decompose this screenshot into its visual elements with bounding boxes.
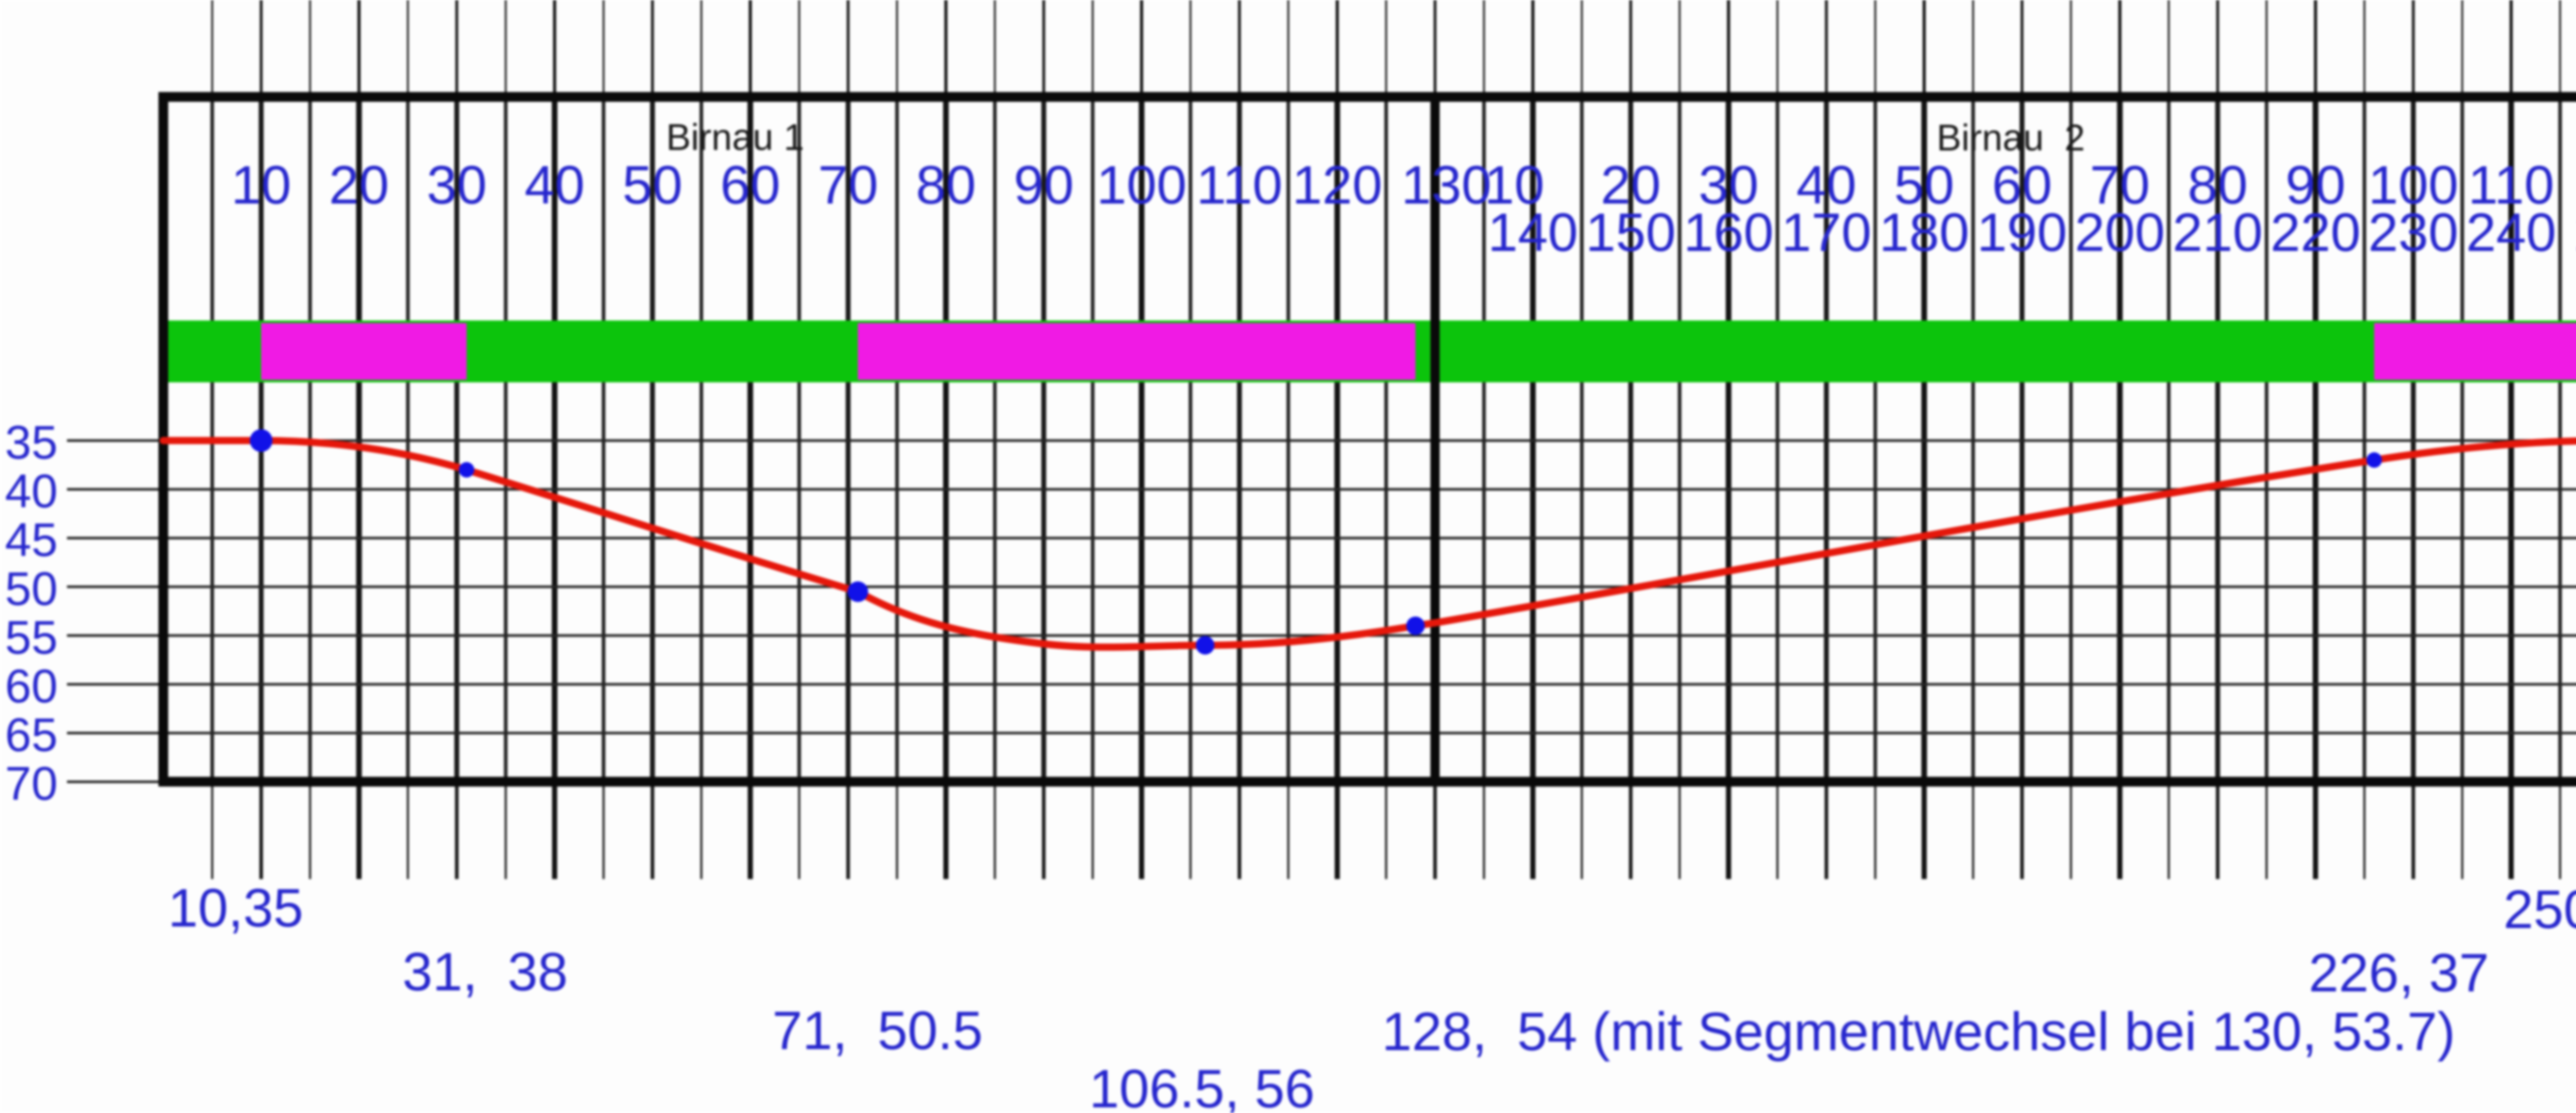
svg-text:50: 50: [1894, 155, 1954, 215]
svg-text:80: 80: [916, 155, 976, 215]
svg-text:45: 45: [5, 514, 58, 566]
svg-text:60: 60: [1992, 155, 2052, 215]
svg-text:170: 170: [1781, 203, 1871, 263]
svg-text:150: 150: [1586, 203, 1676, 263]
svg-text:70: 70: [818, 155, 878, 215]
svg-text:120: 120: [2574, 155, 2576, 215]
svg-text:31, 38: 31, 38: [402, 942, 568, 1002]
svg-text:60: 60: [5, 660, 58, 713]
svg-text:10,35: 10,35: [168, 878, 303, 938]
svg-text:90: 90: [2285, 155, 2346, 215]
svg-text:20: 20: [329, 155, 389, 215]
svg-text:190: 190: [1977, 203, 2067, 263]
svg-text:226, 37: 226, 37: [2309, 943, 2489, 1003]
svg-text:200: 200: [2075, 203, 2165, 263]
svg-text:140: 140: [1488, 203, 1578, 263]
svg-text:130: 130: [1401, 155, 1492, 215]
svg-text:71, 50.5: 71, 50.5: [772, 1001, 983, 1061]
svg-text:20: 20: [1601, 155, 1661, 215]
svg-text:100: 100: [2368, 155, 2459, 215]
svg-text:40: 40: [5, 465, 58, 518]
svg-text:35: 35: [5, 416, 58, 469]
svg-text:210: 210: [2173, 203, 2263, 263]
svg-text:128, 54 (mit Segmentwechsel b: 128, 54 (mit Segmentwechsel bei 130, 53.…: [1382, 1002, 2455, 1062]
svg-text:230: 230: [2368, 203, 2459, 263]
svg-text:60: 60: [720, 155, 781, 215]
svg-text:70: 70: [5, 757, 58, 810]
svg-text:40: 40: [1797, 155, 1857, 215]
svg-text:40: 40: [524, 155, 585, 215]
svg-text:160: 160: [1683, 203, 1773, 263]
svg-text:180: 180: [1879, 203, 1969, 263]
svg-text:250, 35: 250, 35: [2503, 880, 2576, 940]
svg-text:220: 220: [2270, 203, 2361, 263]
svg-text:70: 70: [2090, 155, 2150, 215]
svg-text:90: 90: [1014, 155, 1074, 215]
svg-text:110: 110: [2468, 155, 2554, 215]
svg-text:10: 10: [1484, 155, 1545, 215]
svg-text:80: 80: [2188, 155, 2248, 215]
svg-text:106.5, 56: 106.5, 56: [1089, 1059, 1315, 1113]
svg-text:240: 240: [2466, 203, 2556, 263]
svg-text:30: 30: [427, 155, 487, 215]
svg-text:120: 120: [1292, 155, 1382, 215]
svg-text:10: 10: [231, 155, 292, 215]
svg-text:50: 50: [5, 563, 58, 615]
svg-text:65: 65: [5, 709, 58, 762]
svg-text:55: 55: [5, 611, 58, 664]
svg-text:250: 250: [2574, 203, 2576, 263]
svg-text:100: 100: [1096, 155, 1187, 215]
svg-text:Birnau 1: Birnau 1: [666, 117, 804, 158]
svg-text:110: 110: [1196, 155, 1282, 215]
svg-text:30: 30: [1699, 155, 1759, 215]
svg-text:Birnau 2: Birnau 2: [1937, 117, 2085, 159]
svg-text:50: 50: [622, 155, 683, 215]
